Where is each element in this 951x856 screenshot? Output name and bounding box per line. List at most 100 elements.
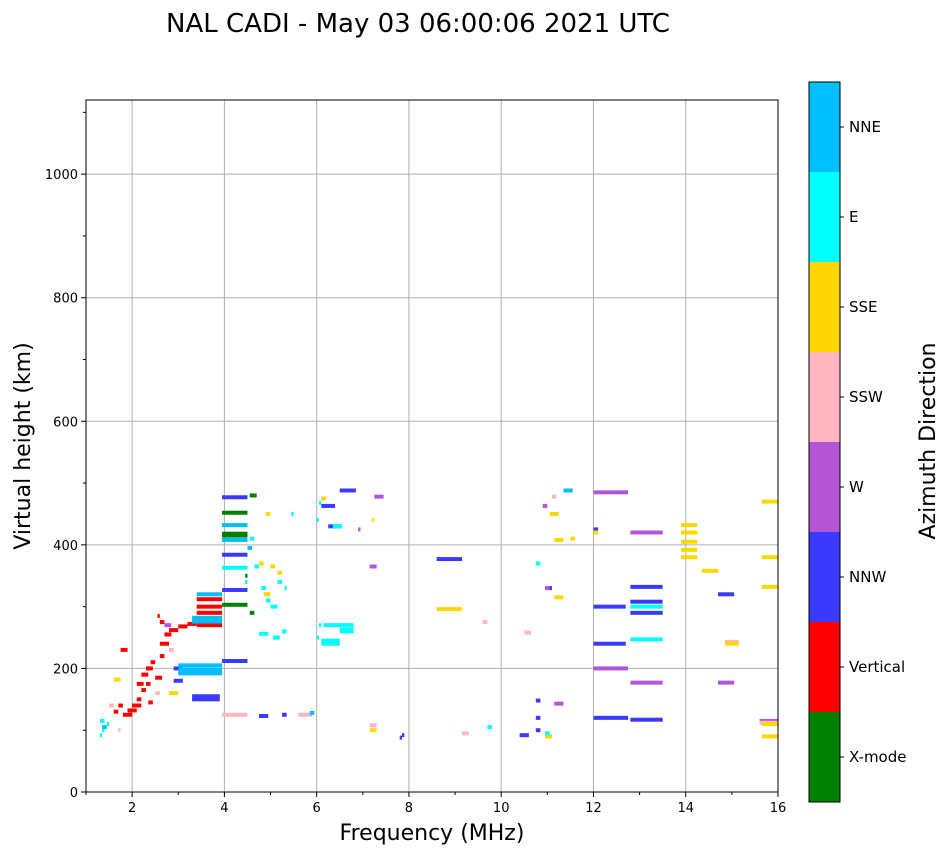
- colorbar-segment: [809, 622, 840, 712]
- echo-sse: [369, 728, 377, 733]
- echo-e: [487, 725, 492, 730]
- x-axis-ticks: 2 4 6 8 10 12 14 16: [85, 792, 786, 816]
- colorbar-segment: [809, 442, 840, 532]
- echo-nne: [192, 615, 223, 620]
- echo-sse: [681, 547, 698, 552]
- echo-nnw: [593, 715, 629, 720]
- colorbar-segment: [809, 712, 840, 802]
- echo-w: [718, 680, 735, 685]
- echo-ssw: [298, 712, 313, 717]
- echo-sse: [549, 511, 559, 516]
- echo-nnw: [399, 735, 403, 740]
- echo-e: [249, 536, 255, 541]
- echo-vertical: [141, 688, 146, 693]
- data-points: [99, 488, 778, 740]
- echo-e: [535, 561, 541, 566]
- echo-e: [102, 728, 105, 733]
- echo-e: [339, 629, 354, 634]
- colorbar-segment: [809, 532, 840, 622]
- echo-e: [321, 638, 340, 643]
- echo-vertical: [157, 613, 160, 618]
- x-tick-label: 10: [493, 801, 510, 816]
- echo-nnw: [402, 733, 405, 738]
- echo-vertical: [136, 681, 144, 686]
- echo-nne: [178, 671, 223, 676]
- echo-nne: [102, 725, 107, 730]
- echo-ssw: [169, 647, 174, 652]
- echo-x-mode: [222, 510, 248, 515]
- echo-vertical: [196, 610, 223, 615]
- echo-vertical: [120, 647, 128, 652]
- colorbar-label-item: SSE: [849, 298, 878, 316]
- colorbar-segment: [809, 352, 840, 442]
- echo-w: [369, 564, 377, 569]
- y-tick-label: 400: [53, 539, 78, 554]
- echo-nnw: [535, 728, 541, 733]
- echo-nnw: [222, 552, 248, 557]
- x-axis-label: Frequency (MHz): [340, 821, 525, 846]
- echo-e: [222, 565, 248, 570]
- echo-e: [282, 629, 287, 634]
- colorbar-label-item: NNE: [849, 118, 881, 136]
- echo-w: [374, 494, 384, 499]
- echo-vertical: [127, 708, 137, 713]
- y-tick-label: 0: [70, 786, 78, 801]
- echo-e: [106, 722, 110, 727]
- echo-vertical: [118, 703, 123, 708]
- echo-sse: [277, 570, 283, 575]
- echo-nnw: [222, 659, 248, 664]
- echo-vertical: [132, 703, 142, 708]
- echo-vertical: [159, 641, 170, 646]
- echo-nnw: [630, 599, 663, 604]
- chart-title: NAL CADI - May 03 06:00:06 2021 UTC: [166, 9, 670, 39]
- echo-e: [630, 637, 663, 642]
- echo-sse: [701, 568, 719, 573]
- colorbar-label-item: X-mode: [849, 748, 906, 766]
- y-tick-label: 200: [53, 662, 78, 677]
- echo-sse: [570, 536, 576, 541]
- echo-vertical: [159, 620, 165, 625]
- echo-vertical: [145, 681, 151, 686]
- echo-nnw: [630, 717, 663, 722]
- colorbar-label-item: E: [849, 208, 858, 226]
- echo-e: [265, 598, 271, 603]
- echo-vertical: [145, 666, 153, 671]
- echo-sse: [259, 561, 264, 566]
- echo-e: [321, 641, 340, 646]
- colorbar: X-mode Vertical NNW W SSW SSE E NNE: [808, 81, 906, 803]
- x-tick-label: 6: [313, 801, 321, 816]
- colorbar-frame: [808, 81, 841, 803]
- echo-ssw: [524, 630, 532, 635]
- echo-vertical: [150, 660, 156, 665]
- echo-x-mode: [222, 602, 248, 607]
- y-axis-ticks: 0 200 400 600 800 1000: [45, 111, 86, 801]
- echo-nnw: [630, 610, 663, 615]
- colorbar-label-item: W: [849, 478, 864, 496]
- echo-w: [545, 586, 550, 591]
- echo-sse: [263, 592, 271, 597]
- echo-vertical: [178, 624, 188, 629]
- echo-nne: [309, 710, 315, 715]
- x-tick-label: 14: [677, 801, 694, 816]
- echo-nne: [196, 592, 223, 597]
- y-tick-label: 600: [53, 415, 78, 430]
- echo-vertical: [187, 621, 197, 626]
- echo-e: [284, 586, 287, 591]
- colorbar-segment: [809, 82, 840, 172]
- echo-e: [259, 631, 269, 636]
- echo-e: [332, 524, 343, 529]
- echo-nnw: [282, 712, 287, 717]
- echo-nnw: [192, 697, 220, 702]
- echo-e: [318, 623, 322, 628]
- echo-e: [318, 500, 322, 505]
- echo-vertical: [164, 632, 172, 637]
- echo-sse: [761, 734, 778, 739]
- echo-ssw: [551, 494, 557, 499]
- echo-sse: [436, 607, 462, 612]
- echo-nnw: [173, 678, 183, 683]
- echo-sse: [761, 584, 778, 589]
- echo-sse: [545, 734, 552, 739]
- echo-nne: [178, 667, 223, 672]
- x-tick-label: 2: [128, 801, 136, 816]
- echo-e: [99, 733, 103, 738]
